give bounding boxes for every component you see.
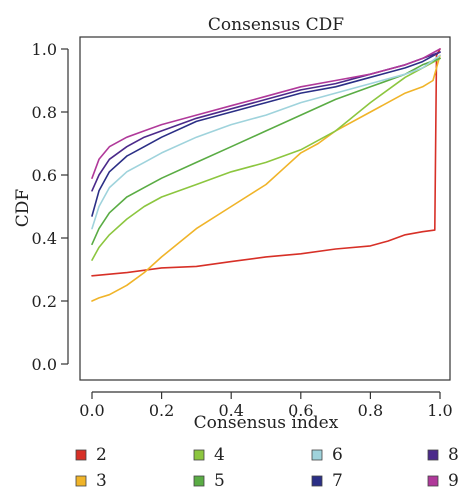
- y-tick-label: 0.8: [32, 103, 57, 122]
- legend-label-5: 5: [214, 471, 225, 491]
- x-tick-label: 0.4: [218, 401, 243, 420]
- series-layer: [91, 48, 441, 302]
- legend: 2 3 4 5 6 7 8 9: [75, 445, 459, 491]
- series-line-7: [91, 51, 441, 217]
- y-tick-label: 0.4: [32, 229, 57, 248]
- legend-label-6: 6: [332, 445, 343, 465]
- series-line-5: [91, 57, 441, 246]
- x-tick-label: 0.0: [79, 401, 104, 420]
- legend-swatch-3: [75, 475, 87, 487]
- y-tick-label: 0.0: [32, 355, 57, 374]
- x-axis: 0.0 0.2 0.4 0.6 0.8 1.0: [79, 391, 453, 420]
- y-tick-label: 0.2: [32, 292, 57, 311]
- legend-label-9: 9: [448, 471, 459, 491]
- x-tick-label: 0.2: [149, 401, 174, 420]
- series-line-2: [91, 48, 441, 277]
- legend-label-3: 3: [96, 471, 107, 491]
- plot-frame: [79, 36, 451, 381]
- x-tick-label: 1.0: [427, 401, 452, 420]
- legend-swatch-2: [75, 449, 87, 461]
- legend-swatch-5: [193, 475, 205, 487]
- legend-swatch-8: [427, 449, 439, 461]
- legend-label-8: 8: [448, 445, 459, 465]
- series-line-3: [91, 54, 441, 302]
- y-axis-label: CDF: [13, 189, 33, 228]
- series-line-4: [91, 57, 441, 261]
- series-line-6: [91, 54, 441, 230]
- x-tick-label: 0.6: [288, 401, 313, 420]
- x-tick-label: 0.8: [358, 401, 383, 420]
- y-axis: 0.0 0.2 0.4 0.6 0.8 1.0: [32, 40, 69, 374]
- series-line-9: [91, 48, 441, 179]
- legend-label-2: 2: [96, 445, 107, 465]
- x-axis-label: Consensus index: [194, 413, 339, 433]
- chart-title: Consensus CDF: [208, 15, 344, 35]
- legend-swatch-9: [427, 475, 439, 487]
- legend-swatch-6: [311, 449, 323, 461]
- y-tick-label: 0.6: [32, 166, 57, 185]
- legend-label-4: 4: [214, 445, 225, 465]
- legend-swatch-4: [193, 449, 205, 461]
- legend-label-7: 7: [332, 471, 343, 491]
- y-tick-label: 1.0: [32, 40, 57, 59]
- legend-swatch-7: [311, 475, 323, 487]
